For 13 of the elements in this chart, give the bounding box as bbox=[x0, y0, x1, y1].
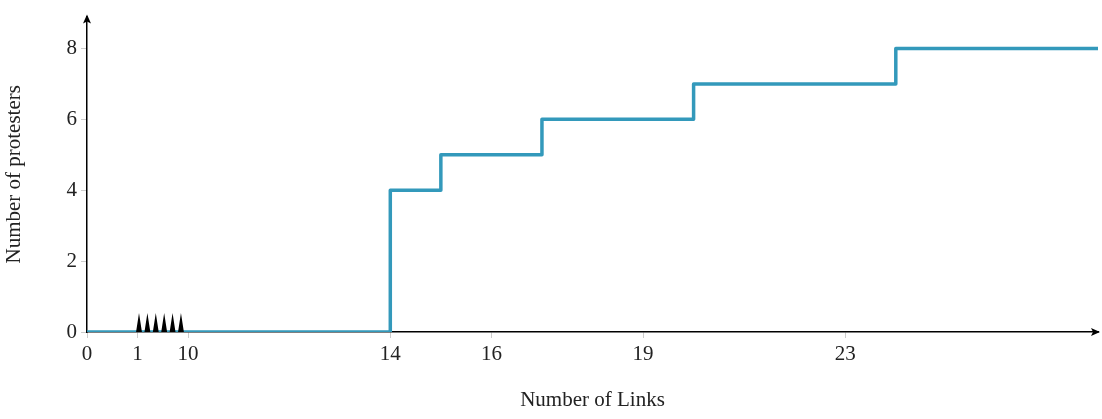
x-tick-label: 14 bbox=[379, 341, 402, 366]
y-axis-title: Number of protesters bbox=[1, 85, 26, 264]
y-tick-label: 2 bbox=[66, 247, 77, 272]
x-axis-title: Number of Links bbox=[520, 386, 665, 411]
y-tick-label: 4 bbox=[66, 176, 78, 201]
y-tick-label: 6 bbox=[66, 105, 77, 130]
x-tick-label: 19 bbox=[632, 341, 654, 366]
x-tick-label: 10 bbox=[177, 341, 199, 366]
x-tick-label: 23 bbox=[834, 341, 856, 366]
y-tick-label: 8 bbox=[66, 35, 77, 60]
x-tick-label: 1 bbox=[132, 341, 143, 366]
y-tick-label: 0 bbox=[66, 318, 77, 343]
x-tick-label: 16 bbox=[480, 341, 502, 366]
